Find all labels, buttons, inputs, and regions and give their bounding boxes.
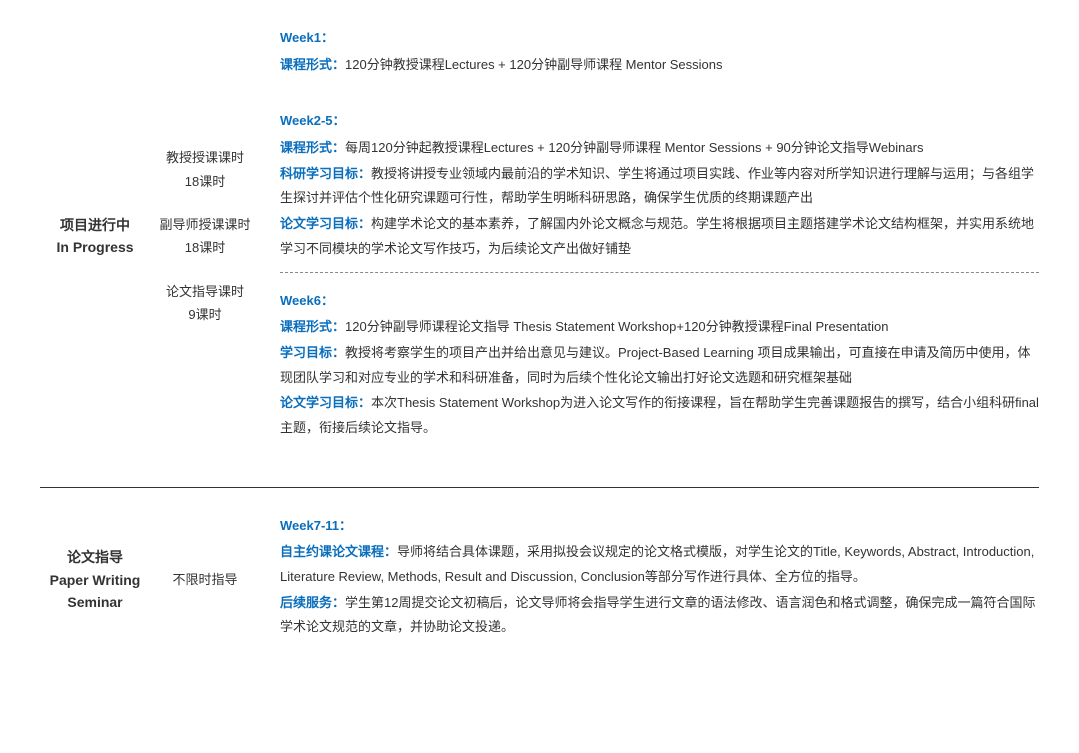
field-label: 论文学习目标： bbox=[280, 395, 371, 410]
hours-group-mentor: 副导师授课课时 18课时 bbox=[159, 213, 250, 260]
week6-paper-goal: 论文学习目标：本次Thesis Statement Workshop为进入论文写… bbox=[280, 391, 1039, 440]
hours-label: 论文指导课时 bbox=[166, 280, 244, 303]
field-label: 论文学习目标： bbox=[280, 216, 371, 231]
field-text: 教授将讲授专业领域内最前沿的学术知识、学生将通过项目实践、作业等内容对所学知识进… bbox=[280, 166, 1034, 206]
week711-followup: 后续服务：学生第12周提交论文初稿后，论文导师将会指导学生进行文章的语法修改、语… bbox=[280, 591, 1039, 640]
field-text: 120分钟副导师课程论文指导 Thesis Statement Workshop… bbox=[345, 319, 888, 334]
hours-col: 不限时指导 bbox=[150, 514, 260, 646]
section-in-progress: 项目进行中 In Progress 教授授课课时 18课时 副导师授课课时 18… bbox=[40, 20, 1039, 463]
week7-11-block: Week7-11： 自主约课论文课程：导师将结合具体课题，采用拟投会议规定的论文… bbox=[280, 514, 1039, 640]
field-label: 课程形式： bbox=[280, 319, 345, 334]
week2-5-block: Week2-5： 课程形式：每周120分钟起教授课程Lectures + 120… bbox=[280, 109, 1039, 261]
section-title-en-1: Paper Writing bbox=[50, 569, 141, 591]
week-title: Week1： bbox=[280, 26, 1039, 51]
hours-value: 18课时 bbox=[166, 170, 244, 193]
field-label: 科研学习目标： bbox=[280, 166, 371, 181]
field-text: 本次Thesis Statement Workshop为进入论文写作的衔接课程，… bbox=[280, 395, 1039, 435]
hours-value: 9课时 bbox=[166, 303, 244, 326]
section-title-zh: 论文指导 bbox=[67, 546, 123, 568]
field-label: 课程形式： bbox=[280, 140, 345, 155]
week-title: Week2-5： bbox=[280, 109, 1039, 134]
week1-course-format: 课程形式：120分钟教授课程Lectures + 120分钟副导师课程 Ment… bbox=[280, 53, 1039, 78]
content-col: Week1： 课程形式：120分钟教授课程Lectures + 120分钟副导师… bbox=[260, 26, 1039, 447]
section-title-en-2: Seminar bbox=[67, 591, 122, 613]
hours-col: 教授授课课时 18课时 副导师授课课时 18课时 论文指导课时 9课时 bbox=[150, 26, 260, 447]
hours-group-prof: 教授授课课时 18课时 bbox=[166, 146, 244, 193]
field-text: 每周120分钟起教授课程Lectures + 120分钟副导师课程 Mentor… bbox=[345, 140, 923, 155]
section-paper-writing: 论文指导 Paper Writing Seminar 不限时指导 Week7-1… bbox=[40, 508, 1039, 662]
section-title-col: 论文指导 Paper Writing Seminar bbox=[40, 514, 150, 646]
field-label: 后续服务： bbox=[280, 595, 345, 610]
spacer bbox=[280, 83, 1039, 109]
week6-course-format: 课程形式：120分钟副导师课程论文指导 Thesis Statement Wor… bbox=[280, 315, 1039, 340]
week711-self-course: 自主约课论文课程：导师将结合具体课题，采用拟投会议规定的论文格式模版，对学生论文… bbox=[280, 540, 1039, 589]
dashed-separator bbox=[280, 272, 1039, 273]
field-label: 学习目标： bbox=[280, 345, 345, 360]
week6-study-goal: 学习目标：教授将考察学生的项目产出并给出意见与建议。Project-Based … bbox=[280, 341, 1039, 390]
field-text: 构建学术论文的基本素养，了解国内外论文概念与规范。学生将根据项目主题搭建学术论文… bbox=[280, 216, 1034, 256]
section-title-en: In Progress bbox=[56, 236, 133, 258]
week-title: Week7-11： bbox=[280, 514, 1039, 539]
content-col: Week7-11： 自主约课论文课程：导师将结合具体课题，采用拟投会议规定的论文… bbox=[260, 514, 1039, 646]
hours-unlimited: 不限时指导 bbox=[172, 568, 237, 591]
hours-label: 副导师授课课时 bbox=[159, 213, 250, 236]
section-title-col: 项目进行中 In Progress bbox=[40, 26, 150, 447]
week1-block: Week1： 课程形式：120分钟教授课程Lectures + 120分钟副导师… bbox=[280, 26, 1039, 77]
field-text: 120分钟教授课程Lectures + 120分钟副导师课程 Mentor Se… bbox=[345, 57, 723, 72]
week25-paper-goal: 论文学习目标：构建学术论文的基本素养，了解国内外论文概念与规范。学生将根据项目主… bbox=[280, 212, 1039, 261]
field-label: 自主约课论文课程： bbox=[280, 544, 397, 559]
hours-value: 18课时 bbox=[159, 236, 250, 259]
week6-block: Week6： 课程形式：120分钟副导师课程论文指导 Thesis Statem… bbox=[280, 289, 1039, 441]
field-text: 教授将考察学生的项目产出并给出意见与建议。Project-Based Learn… bbox=[280, 345, 1031, 385]
week25-course-format: 课程形式：每周120分钟起教授课程Lectures + 120分钟副导师课程 M… bbox=[280, 136, 1039, 161]
solid-separator bbox=[40, 487, 1039, 488]
field-label: 课程形式： bbox=[280, 57, 345, 72]
week-title: Week6： bbox=[280, 289, 1039, 314]
hours-group-paper: 论文指导课时 9课时 bbox=[166, 280, 244, 327]
week25-research-goal: 科研学习目标：教授将讲授专业领域内最前沿的学术知识、学生将通过项目实践、作业等内… bbox=[280, 162, 1039, 211]
field-text: 学生第12周提交论文初稿后，论文导师将会指导学生进行文章的语法修改、语言润色和格… bbox=[280, 595, 1035, 635]
hours-label: 教授授课课时 bbox=[166, 146, 244, 169]
section-title-zh: 项目进行中 bbox=[60, 214, 130, 236]
